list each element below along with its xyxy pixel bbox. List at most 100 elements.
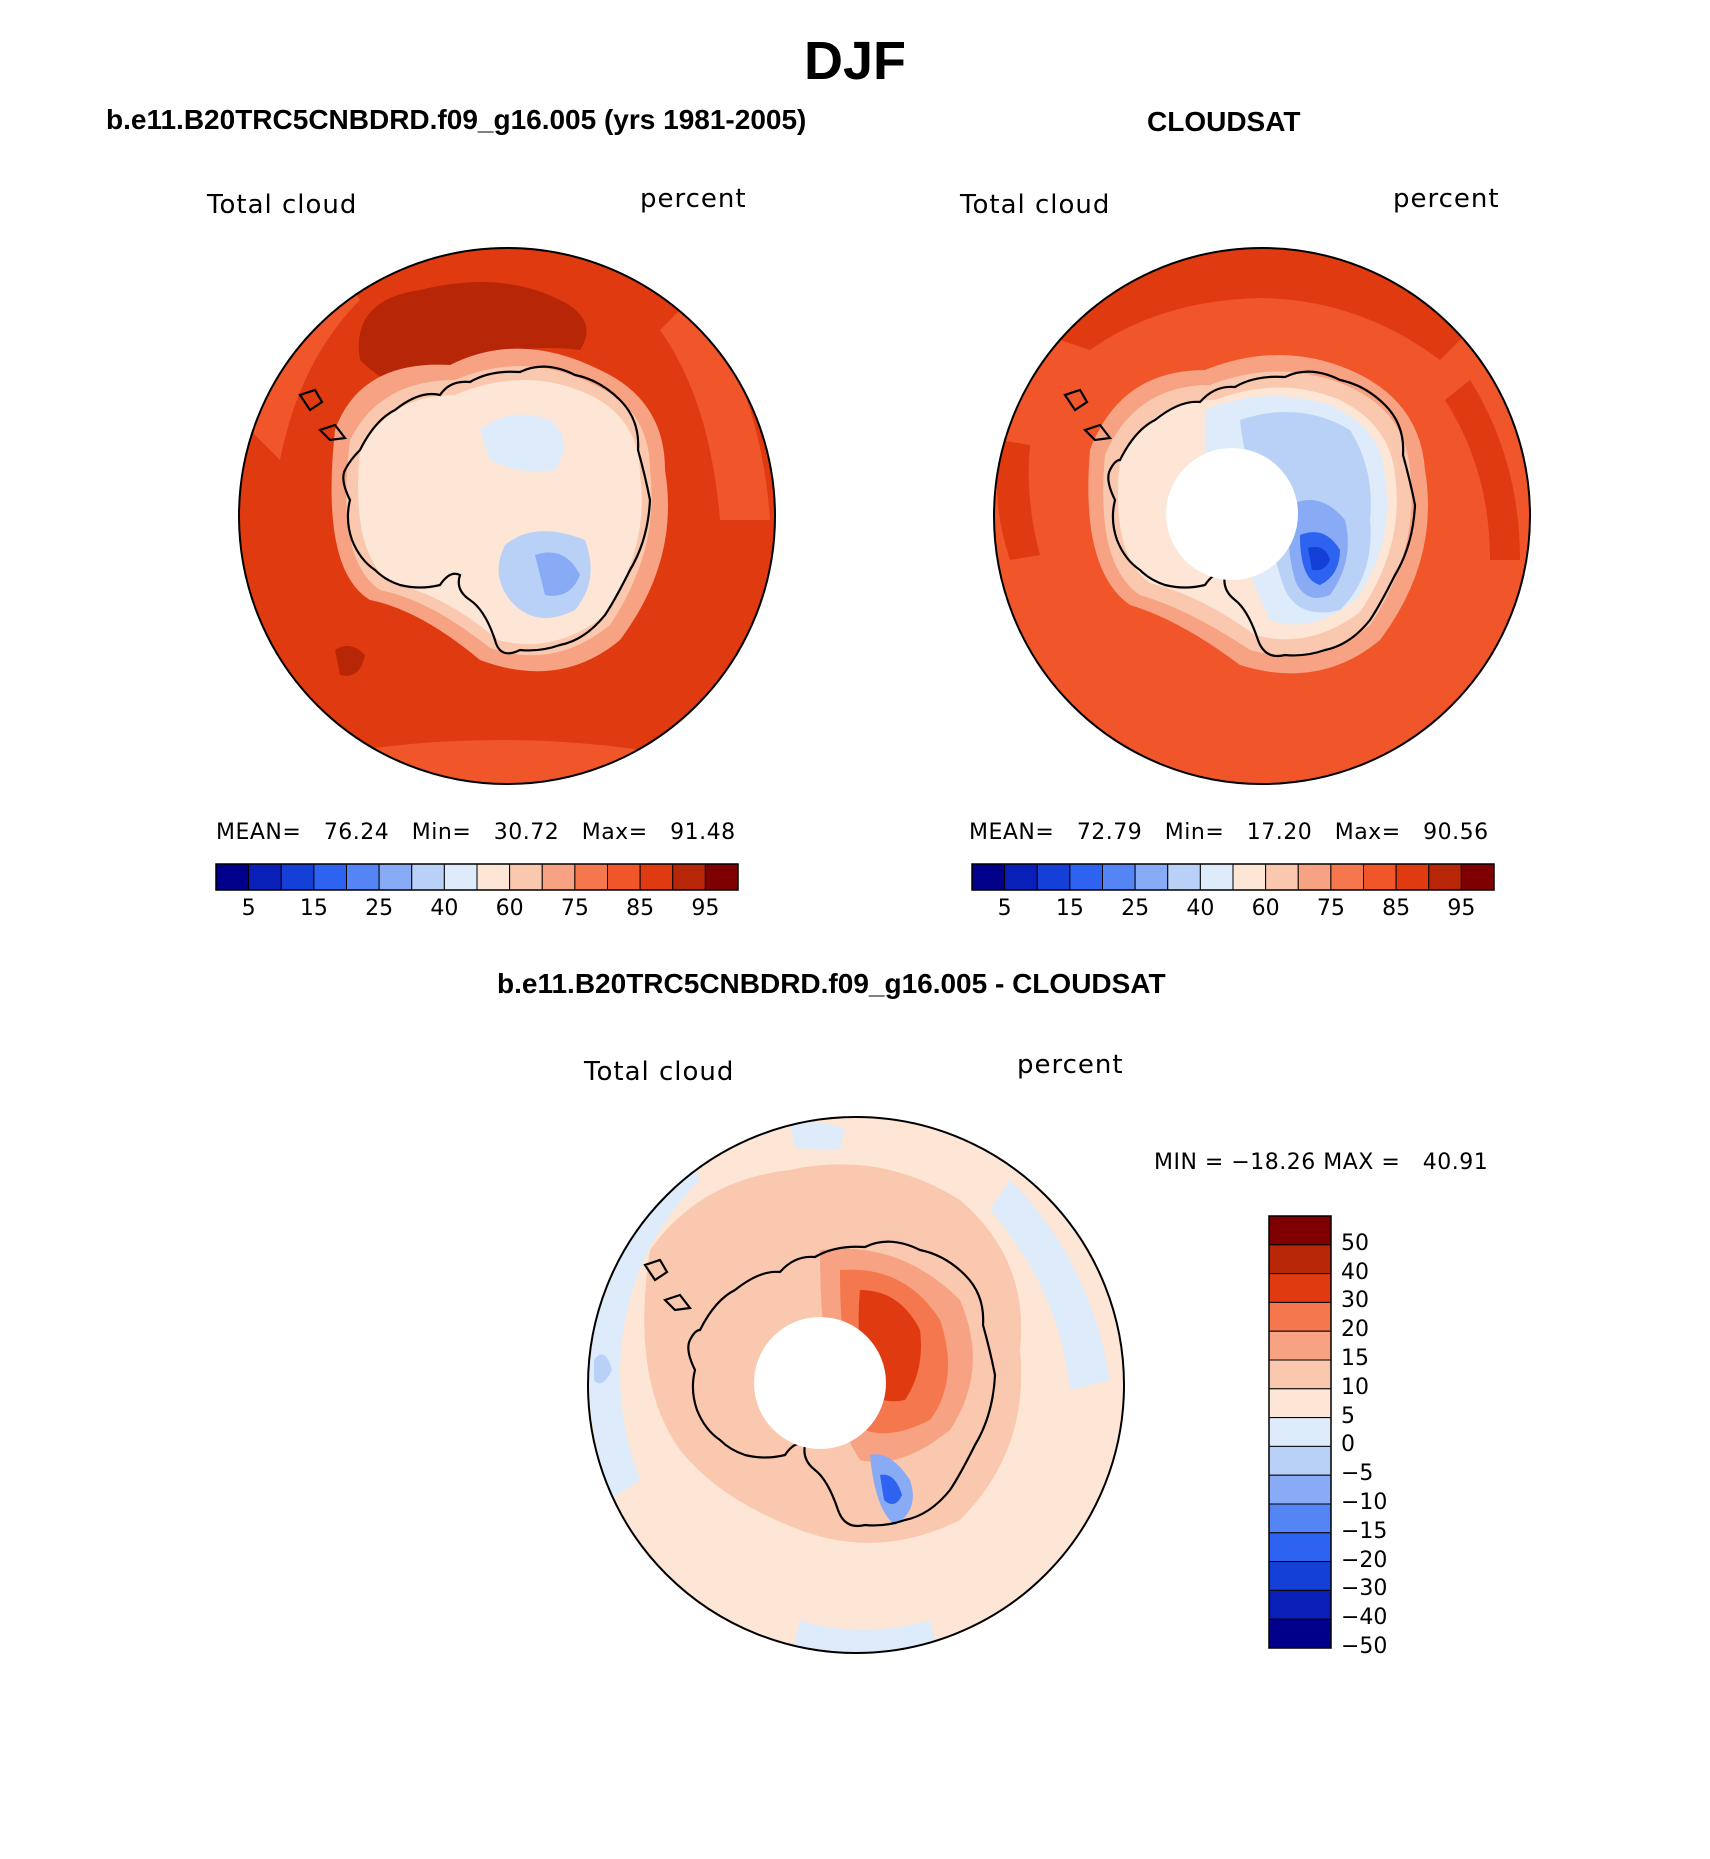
colorbar-diff-swatch [1268, 1589, 1332, 1620]
obs-outer-max-west [996, 440, 1040, 560]
colorbar-diff-tick-label: 10 [1341, 1374, 1369, 1400]
colorbar-diff-swatch [1268, 1330, 1332, 1361]
colorbar-diff-border [1268, 1215, 1332, 1649]
colorbar-model [215, 863, 739, 891]
colorbar-obs [971, 863, 1495, 891]
colorbar-model-swatch [541, 863, 576, 891]
colorbar-obs-swatch [1069, 863, 1103, 891]
colorbar-obs-swatch [1232, 863, 1267, 891]
map-obs [994, 248, 1530, 784]
diff-units-label: percent [1017, 1050, 1124, 1080]
panel-title-diff: b.e11.B20TRC5CNBDRD.f09_g16.005 - CLOUDS… [497, 968, 1166, 999]
map-diff [588, 1117, 1124, 1653]
colorbar-diff-tick-label: −20 [1341, 1547, 1388, 1573]
colorbar-model-swatch [607, 863, 641, 891]
obs-units-label: percent [1393, 184, 1500, 214]
colorbar-model-swatch [476, 863, 511, 891]
colorbar-model-swatch [378, 863, 413, 891]
obs-outer-max-east [1445, 380, 1520, 560]
colorbar-obs-swatch [1036, 863, 1071, 891]
colorbar-obs-tick-label: 60 [1251, 896, 1280, 921]
diff-coastline [643, 1240, 997, 1528]
model-coastline [298, 365, 652, 655]
colorbar-obs-tick-label: 40 [1186, 896, 1215, 921]
model-units-label: percent [640, 184, 747, 214]
colorbar-diff-swatch [1268, 1244, 1332, 1275]
colorbar-obs-tick-label: 25 [1121, 896, 1150, 921]
colorbar-obs-swatch [1330, 863, 1364, 891]
colorbar-diff-swatch [1268, 1561, 1332, 1591]
figure-title: DJF [803, 31, 906, 91]
obs-map-border [993, 247, 1531, 785]
colorbar-model-tick-label: 25 [365, 896, 394, 921]
colorbar-model-tick-label: 95 [691, 896, 720, 921]
model-max-label: Max= [581, 820, 648, 845]
colorbar-model-swatch [280, 863, 315, 891]
colorbar-diff-tick-label: −40 [1341, 1605, 1388, 1631]
colorbar-model-swatch [639, 863, 674, 891]
colorbar-obs-tick-label: 5 [997, 896, 1012, 921]
colorbar-diff-tick-label: 20 [1341, 1317, 1369, 1343]
obs-min-label: Min= [1164, 820, 1225, 845]
model-outer-sector-east [660, 300, 770, 520]
colorbar-model-swatch [411, 863, 445, 891]
colorbar-model-swatch [574, 863, 608, 891]
obs-mean-label: MEAN= [969, 820, 1055, 845]
colorbar-obs-tick-label: 15 [1055, 896, 1084, 921]
model-min-label: Min= [411, 820, 472, 845]
colorbar-obs-swatch [1363, 863, 1397, 891]
colorbar-diff-tick-label: 5 [1341, 1403, 1355, 1429]
colorbar-diff-swatch [1268, 1417, 1332, 1447]
model-min-value: 30.72 [493, 820, 560, 845]
obs-low-5 [1308, 546, 1330, 571]
colorbar-diff-swatch [1268, 1474, 1332, 1505]
colorbar-model-tick-label: 75 [560, 896, 589, 921]
colorbar-model-swatch [443, 863, 478, 891]
colorbar-model-swatch [248, 863, 282, 891]
diff-weak-west [594, 1354, 612, 1384]
colorbar-obs-swatch [1395, 863, 1430, 891]
diff-negative-north [790, 1122, 845, 1150]
colorbar-obs-tick-label: 85 [1382, 896, 1411, 921]
colorbar-model-tick-label: 60 [495, 896, 524, 921]
obs-max-value: 90.56 [1423, 820, 1489, 845]
model-mean-label: MEAN= [216, 820, 302, 845]
model-low-3 [535, 552, 580, 596]
colorbar-model-tick-label: 85 [626, 896, 655, 921]
model-max-spot [335, 646, 365, 676]
colorbar-obs-swatch [1297, 863, 1332, 891]
model-south-band [300, 740, 700, 784]
colorbar-model-swatch [672, 863, 706, 891]
diff-variable-label: Total cloud [584, 1057, 735, 1087]
model-variable-label: Total cloud [207, 190, 358, 220]
colorbar-diff-swatch [1268, 1273, 1332, 1303]
colorbar-diff-swatch [1268, 1618, 1332, 1649]
colorbar-diff-tick-label: −30 [1341, 1576, 1388, 1602]
colorbar-diff-tick-label: 50 [1341, 1230, 1369, 1256]
colorbar-obs-swatch [1102, 863, 1136, 891]
colorbar-model-tick-label: 5 [241, 896, 256, 921]
colorbar-obs-swatch [1167, 863, 1201, 891]
colorbar-diff-swatch [1268, 1445, 1332, 1476]
model-mean-value: 76.24 [323, 820, 390, 845]
colorbar-obs-swatch [1460, 863, 1495, 891]
colorbar-diff [1268, 1215, 1332, 1649]
colorbar-diff-tick-label: −5 [1341, 1461, 1374, 1487]
colorbar-diff-swatch [1268, 1301, 1332, 1332]
colorbar-model-swatch [346, 863, 380, 891]
colorbar-model-swatch [215, 863, 250, 891]
diff-negative-east [990, 1180, 1110, 1390]
colorbar-diff-tick-label: −10 [1341, 1490, 1388, 1515]
model-map-border [238, 247, 776, 785]
model-max-value: 91.48 [670, 820, 736, 845]
colorbar-model-tick-label: 15 [299, 896, 328, 921]
colorbar-diff-swatch [1268, 1388, 1332, 1419]
colorbar-obs-swatch [1199, 863, 1234, 891]
colorbar-obs-tick-label: 75 [1316, 896, 1345, 921]
colorbar-obs-tick-label: 95 [1447, 896, 1476, 921]
model-max-region [358, 282, 587, 387]
colorbar-diff-tick-label: 15 [1341, 1346, 1369, 1371]
diff-negative-shelf-core [880, 1474, 902, 1504]
obs-mean-value: 72.79 [1076, 820, 1143, 845]
colorbar-obs-swatch [971, 863, 1006, 891]
